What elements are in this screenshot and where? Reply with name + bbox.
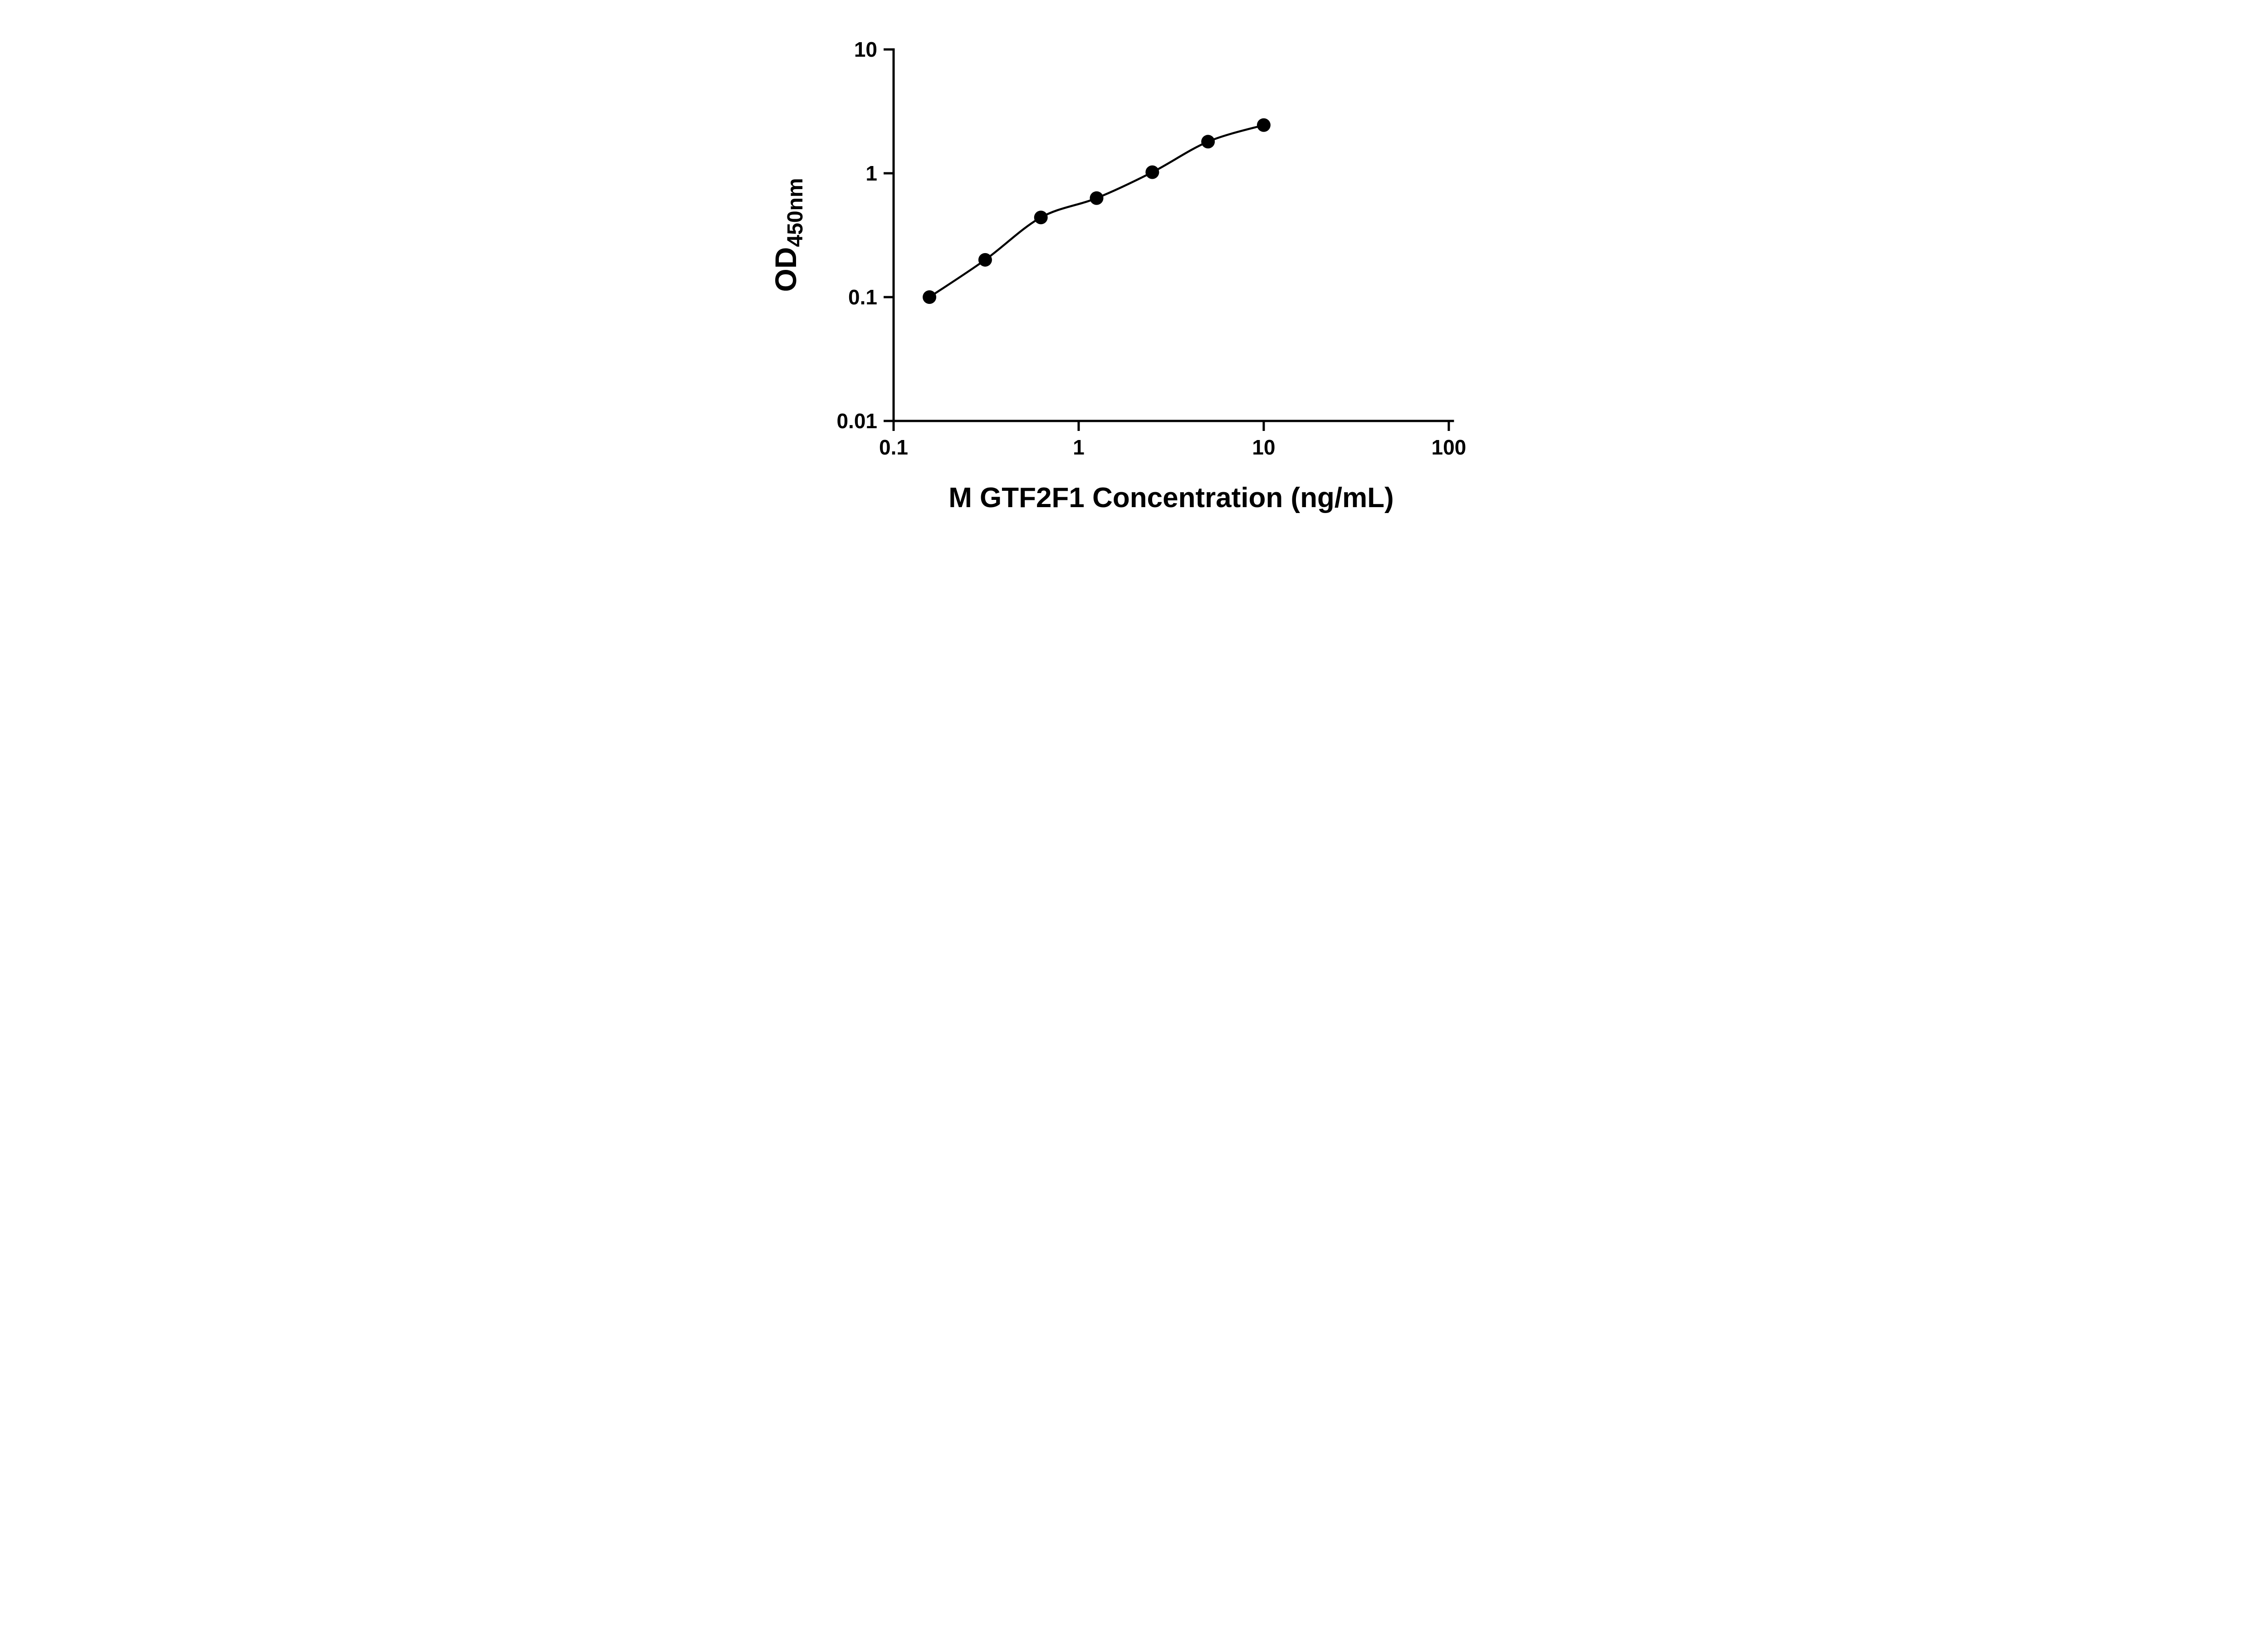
data-points-layer — [923, 118, 1271, 304]
x-tick-label: 100 — [1432, 435, 1466, 459]
axes-layer — [884, 48, 1454, 431]
data-point-marker — [1034, 210, 1048, 225]
x-tick-label: 0.1 — [879, 435, 908, 459]
x-tick-label: 1 — [1073, 435, 1085, 459]
data-point-marker — [1257, 118, 1271, 132]
standard-curve-fit-line — [928, 124, 1265, 298]
data-point-marker — [923, 290, 937, 304]
x-axis-title: M GTF2F1 Concentration (ng/mL) — [948, 482, 1394, 513]
data-point-marker — [1145, 165, 1159, 179]
y-axis-title-main: OD — [769, 247, 802, 292]
y-tick-label: 10 — [854, 38, 877, 61]
y-axis-title-subscript: 450nm — [783, 178, 807, 247]
y-tick-label: 0.01 — [836, 409, 877, 433]
data-point-marker — [978, 253, 992, 267]
y-tick-label: 1 — [865, 161, 877, 185]
x-tick-label: 10 — [1252, 435, 1275, 459]
y-tick-label: 0.1 — [848, 285, 877, 309]
page: 0.1 1 10 100 0.01 0.1 1 10 M GTF2F1 Concentrati… — [745, 0, 1523, 544]
y-axis-title: OD450nm — [769, 178, 807, 292]
data-point-marker — [1090, 191, 1104, 205]
data-point-marker — [1201, 135, 1215, 149]
fit-curve-layer — [928, 124, 1265, 298]
elisa-standard-curve-figure: 0.1 1 10 100 0.01 0.1 1 10 M GTF2F1 Concentrati… — [745, 0, 1523, 544]
